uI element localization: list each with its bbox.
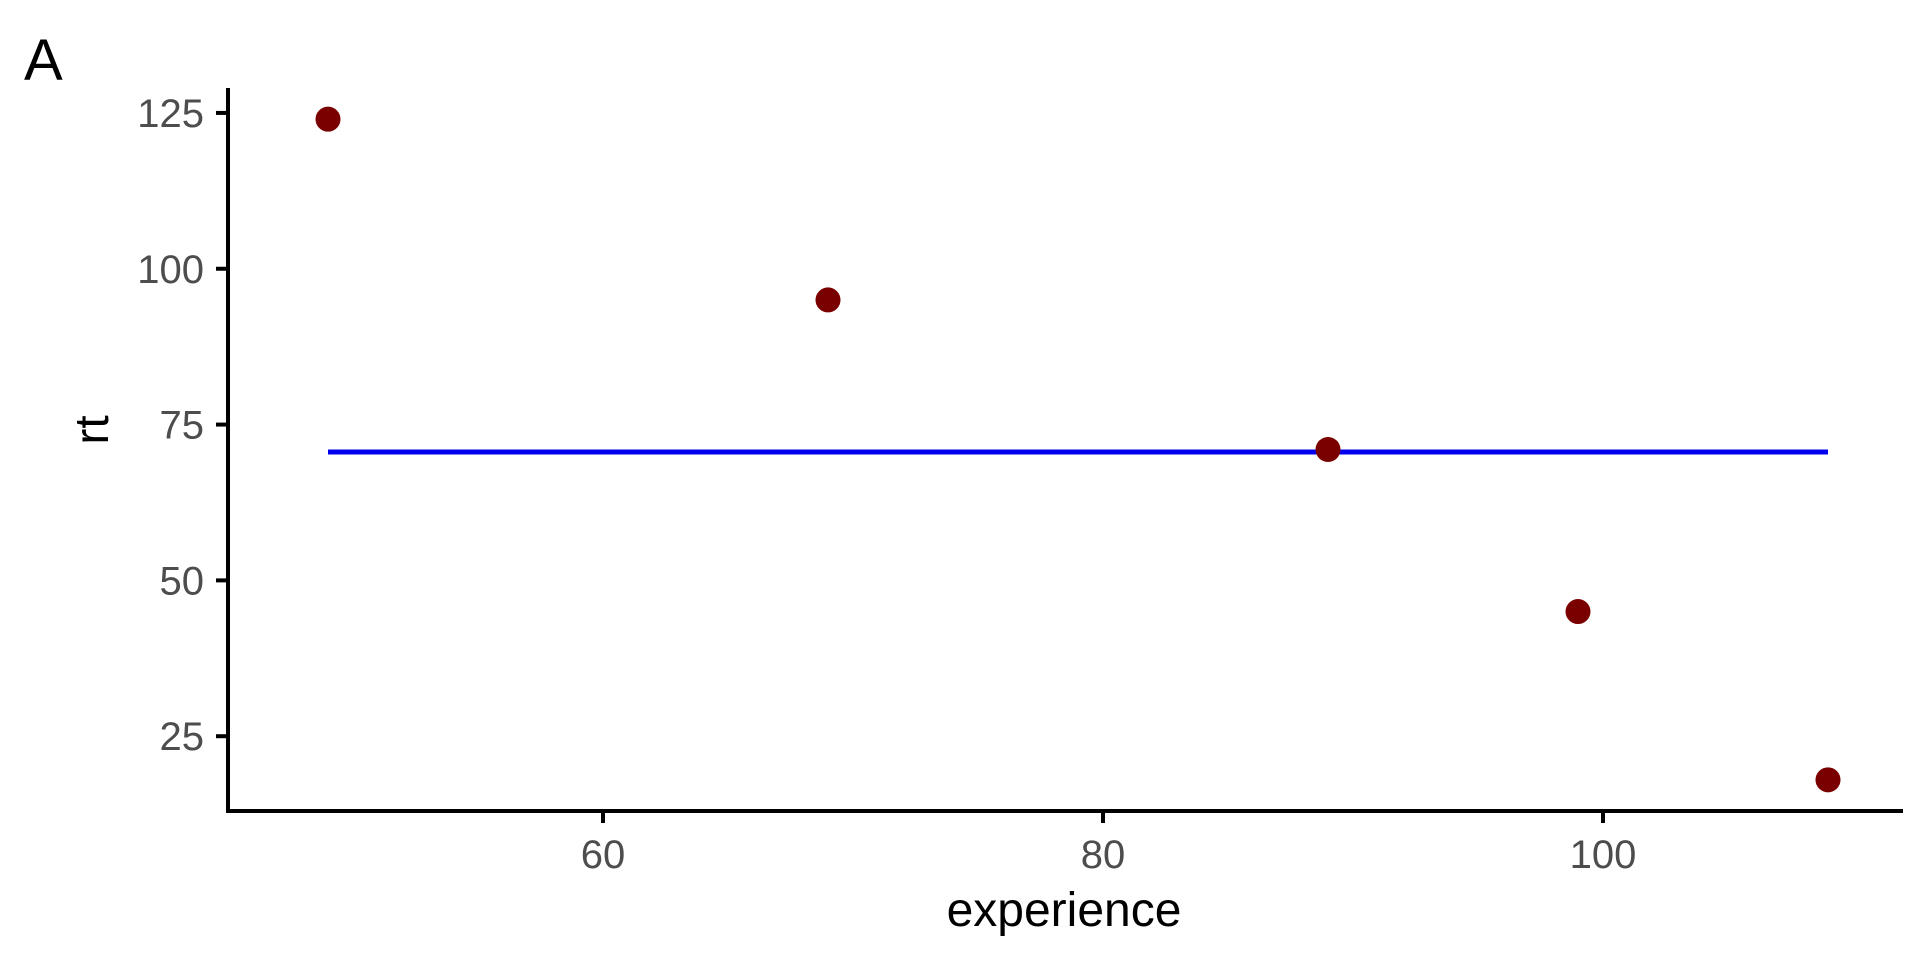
x-axis-ticks: 60 80 100 (581, 811, 1637, 877)
data-points (315, 106, 1841, 793)
data-point (315, 106, 341, 132)
data-point (1565, 599, 1591, 625)
y-tick-label: 125 (137, 92, 204, 136)
y-tick-label: 100 (137, 248, 204, 292)
y-tick-label: 25 (160, 715, 205, 759)
y-tick-label: 50 (160, 559, 205, 603)
x-tick-label: 60 (581, 833, 626, 877)
x-tick-label: 80 (1081, 833, 1126, 877)
y-axis-ticks: 25 50 75 100 125 (137, 92, 228, 759)
y-axis-title: rt (66, 415, 119, 444)
x-tick-label: 100 (1570, 833, 1637, 877)
data-point (815, 287, 841, 313)
data-point (1315, 437, 1341, 462)
x-axis-title: experience (947, 884, 1182, 937)
data-point (1815, 767, 1841, 793)
panel-label: A (24, 28, 63, 93)
y-tick-label: 75 (160, 404, 205, 448)
